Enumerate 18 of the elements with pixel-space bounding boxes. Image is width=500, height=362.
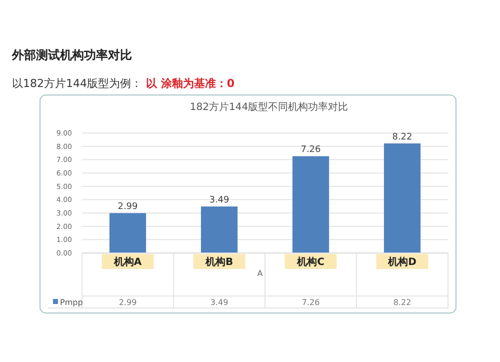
annotation: 2.99 [118, 202, 138, 212]
data-label: 8.22 [393, 298, 412, 307]
x-tick-label: 机构A [112, 256, 142, 268]
chart-subtitle: 以182方片144版型为例： [12, 77, 142, 90]
text: 外部测试机构功率对比 [11, 48, 132, 62]
annotation: 8.22 [392, 132, 412, 142]
chart-title: 182方片144版型不同机构功率对比 [190, 101, 348, 113]
data-label: 7.26 [302, 298, 320, 307]
annotation: 3.49 [209, 195, 230, 206]
data-label: 2.99 [118, 298, 137, 307]
x-axis-title: A [257, 269, 264, 278]
x-tick-label: 机构D [387, 256, 416, 268]
legend-label: Pmpp [60, 298, 83, 307]
data-label: 3.49 [210, 298, 228, 307]
text: 以 涂釉为基准：0 [146, 77, 235, 90]
annotation: 7.26 [300, 145, 322, 156]
x-tick-label: 机构B [204, 256, 234, 268]
x-tick-label: 机构C [296, 256, 324, 268]
